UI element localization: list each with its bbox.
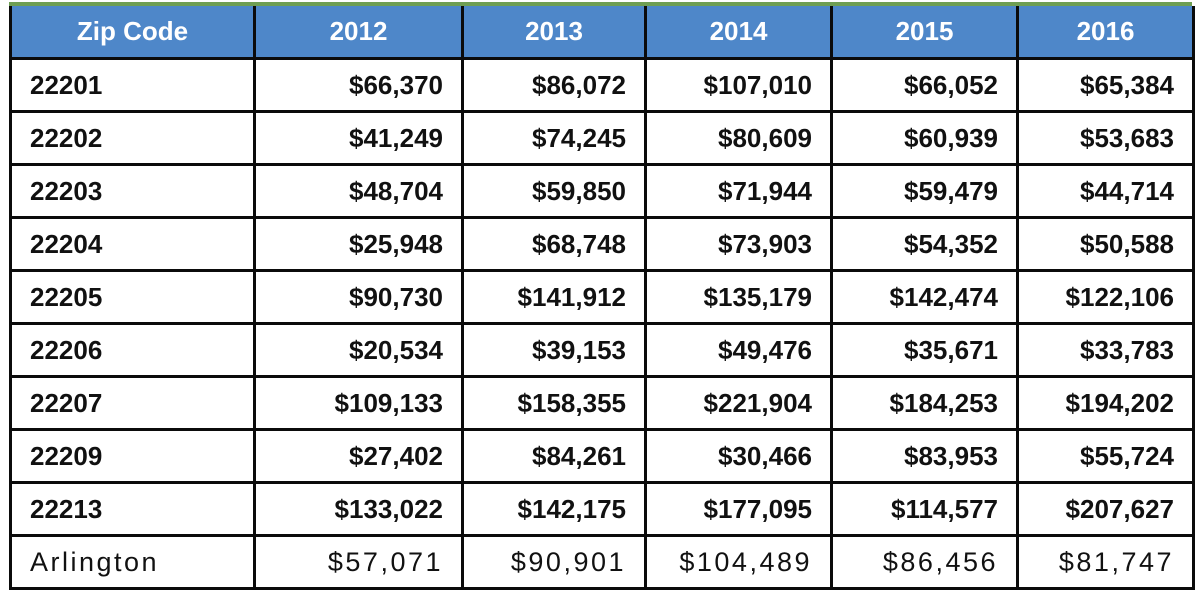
- column-header-2012: 2012: [253, 6, 464, 60]
- table-row: 22203 $48,704 $59,850 $71,944 $59,479 $44,714: [9, 163, 1195, 219]
- value-cell: $104,489: [644, 534, 833, 590]
- column-header-2015: 2015: [830, 6, 1019, 60]
- row-label-cell: 22209: [9, 428, 256, 484]
- value-cell: $81,747: [1016, 534, 1195, 590]
- value-cell: $66,052: [830, 57, 1019, 113]
- value-cell: $194,202: [1016, 375, 1195, 431]
- value-cell: $114,577: [830, 481, 1019, 537]
- column-header-2013: 2013: [461, 6, 647, 60]
- row-label-cell: 22203: [9, 163, 256, 219]
- header-row: Zip Code 2012 2013 2014 2015 2016: [9, 6, 1195, 60]
- value-cell: $57,071: [253, 534, 464, 590]
- table-row: 22207 $109,133 $158,355 $221,904 $184,253 $19…: [9, 375, 1195, 431]
- row-label-cell: 22206: [9, 322, 256, 378]
- value-cell: $20,534: [253, 322, 464, 378]
- value-cell: $86,072: [461, 57, 647, 113]
- value-cell: $142,474: [830, 269, 1019, 325]
- table-row: 22201 $66,370 $86,072 $107,010 $66,052 $65,38…: [9, 57, 1195, 113]
- value-cell: $158,355: [461, 375, 647, 431]
- table-row: 22206 $20,534 $39,153 $49,476 $35,671 $33,783: [9, 322, 1195, 378]
- value-cell: $73,903: [644, 216, 833, 272]
- value-cell: $48,704: [253, 163, 464, 219]
- value-cell: $71,944: [644, 163, 833, 219]
- value-cell: $44,714: [1016, 163, 1195, 219]
- value-cell: $122,106: [1016, 269, 1195, 325]
- value-cell: $221,904: [644, 375, 833, 431]
- value-cell: $135,179: [644, 269, 833, 325]
- value-cell: $86,456: [830, 534, 1019, 590]
- value-cell: $177,095: [644, 481, 833, 537]
- value-cell: $59,850: [461, 163, 647, 219]
- column-header-2014: 2014: [644, 6, 833, 60]
- value-cell: $184,253: [830, 375, 1019, 431]
- zip-income-table: Zip Code 2012 2013 2014 2015 2016 22201 $…: [9, 6, 1195, 590]
- value-cell: $27,402: [253, 428, 464, 484]
- value-cell: $66,370: [253, 57, 464, 113]
- value-cell: $207,627: [1016, 481, 1195, 537]
- table-row: 22209 $27,402 $84,261 $30,466 $83,953 $55,724: [9, 428, 1195, 484]
- value-cell: $35,671: [830, 322, 1019, 378]
- value-cell: $84,261: [461, 428, 647, 484]
- value-cell: $90,901: [461, 534, 647, 590]
- table-body: 22201 $66,370 $86,072 $107,010 $66,052 $65,38…: [9, 57, 1195, 590]
- table-row: Arlington $57,071 $90,901 $104,489 $86,456 $8…: [9, 534, 1195, 590]
- value-cell: $109,133: [253, 375, 464, 431]
- value-cell: $60,939: [830, 110, 1019, 166]
- row-label-cell: 22207: [9, 375, 256, 431]
- value-cell: $107,010: [644, 57, 833, 113]
- row-label-cell: Arlington: [9, 534, 256, 590]
- value-cell: $33,783: [1016, 322, 1195, 378]
- column-header-2016: 2016: [1016, 6, 1195, 60]
- table-row: 22204 $25,948 $68,748 $73,903 $54,352 $50,588: [9, 216, 1195, 272]
- value-cell: $80,609: [644, 110, 833, 166]
- row-label-cell: 22205: [9, 269, 256, 325]
- value-cell: $54,352: [830, 216, 1019, 272]
- value-cell: $53,683: [1016, 110, 1195, 166]
- value-cell: $30,466: [644, 428, 833, 484]
- value-cell: $41,249: [253, 110, 464, 166]
- row-label-cell: 22213: [9, 481, 256, 537]
- row-label-cell: 22201: [9, 57, 256, 113]
- row-label-cell: 22204: [9, 216, 256, 272]
- value-cell: $142,175: [461, 481, 647, 537]
- value-cell: $74,245: [461, 110, 647, 166]
- table-row: 22202 $41,249 $74,245 $80,609 $60,939 $53,683: [9, 110, 1195, 166]
- zip-income-table-container: Zip Code 2012 2013 2014 2015 2016 22201 $…: [9, 2, 1195, 590]
- value-cell: $90,730: [253, 269, 464, 325]
- value-cell: $65,384: [1016, 57, 1195, 113]
- value-cell: $133,022: [253, 481, 464, 537]
- value-cell: $49,476: [644, 322, 833, 378]
- table-row: 22213 $133,022 $142,175 $177,095 $114,577 $20…: [9, 481, 1195, 537]
- value-cell: $83,953: [830, 428, 1019, 484]
- value-cell: $39,153: [461, 322, 647, 378]
- value-cell: $59,479: [830, 163, 1019, 219]
- row-label-cell: 22202: [9, 110, 256, 166]
- table-row: 22205 $90,730 $141,912 $135,179 $142,474 $122…: [9, 269, 1195, 325]
- value-cell: $25,948: [253, 216, 464, 272]
- value-cell: $68,748: [461, 216, 647, 272]
- column-header-zip-code: Zip Code: [9, 6, 256, 60]
- value-cell: $141,912: [461, 269, 647, 325]
- value-cell: $55,724: [1016, 428, 1195, 484]
- value-cell: $50,588: [1016, 216, 1195, 272]
